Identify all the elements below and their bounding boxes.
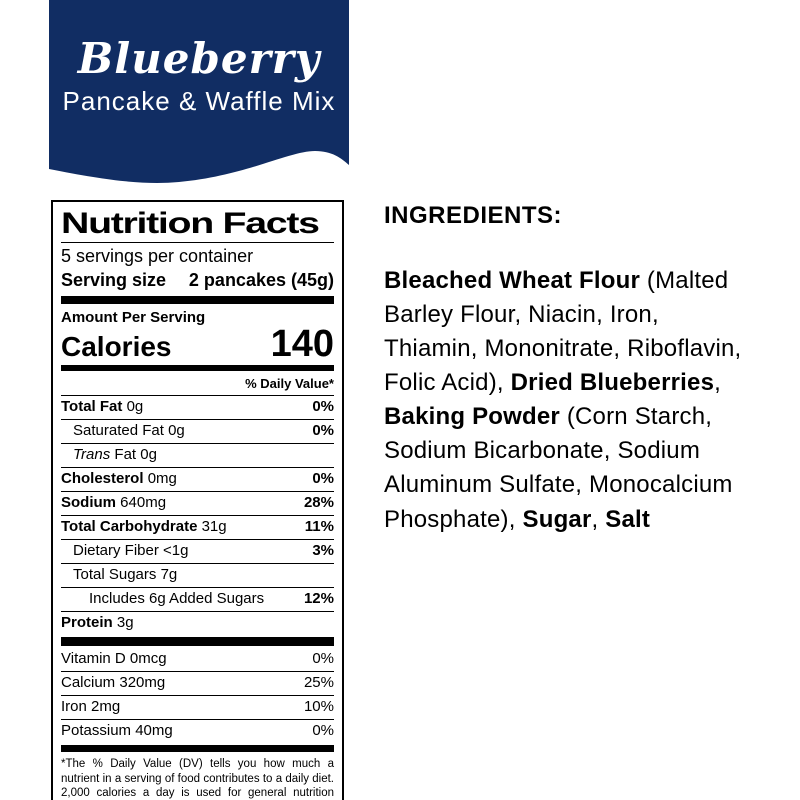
vitamin-row-iron: Iron 2mg 10%: [61, 695, 334, 719]
flavor-title: Blueberry: [77, 34, 321, 83]
vitamin-row-calcium: Calcium 320mg 25%: [61, 671, 334, 695]
nutrient-row-total-carbohydrate: Total Carbohydrate 31g 11%: [61, 515, 334, 539]
servings-per-container: 5 servings per container: [61, 246, 254, 266]
nutrient-row-total-fat: Total Fat 0g 0%: [61, 395, 334, 419]
divider-bar-thick: [61, 296, 334, 305]
divider-bar-medium: [61, 365, 334, 372]
nutrient-row-trans-fat: Trans Fat 0g: [61, 443, 334, 467]
nutrient-row-cholesterol: Cholesterol 0mg 0%: [61, 467, 334, 491]
nutrient-row-sodium: Sodium 640mg 28%: [61, 491, 334, 515]
amount-per-serving-label: Amount Per Serving: [61, 309, 206, 327]
ingredients-text: Bleached Wheat Flour (Malted Barley Flou…: [384, 267, 742, 533]
calories-label: Calories: [61, 330, 172, 362]
vitamin-row-potassium: Potassium 40mg 0%: [61, 719, 334, 743]
daily-value-header: % Daily Value*: [245, 376, 334, 392]
ingredients-title: INGREDIENTS:: [384, 202, 563, 229]
calories-row: Calories 140: [61, 323, 334, 366]
calories-value: 140: [270, 323, 334, 366]
divider-bar-thick: [61, 637, 334, 647]
serving-size-label: Serving size: [61, 269, 167, 290]
nutrient-row-added-sugars: Includes 6g Added Sugars 12%: [61, 587, 334, 611]
nutrient-row-saturated-fat: Saturated Fat 0g 0%: [61, 419, 334, 443]
nutrition-facts-label: Nutrition Facts 5 servings per container…: [51, 200, 344, 800]
serving-size-row: Serving size 2 pancakes (45g): [61, 268, 334, 295]
banner-wave-shape: [49, 0, 349, 183]
vitamin-row-vitamin-d: Vitamin D 0mcg 0%: [61, 650, 334, 668]
nutrition-facts-title: Nutrition Facts: [61, 207, 334, 243]
nutrient-row-total-sugars: Total Sugars 7g: [61, 563, 334, 587]
ingredients-section: INGREDIENTS: Bleached Wheat Flour (Malte…: [384, 202, 756, 537]
product-banner: Blueberry Pancake & Waffle Mix: [49, 0, 349, 190]
nutrient-row-protein: Protein 3g: [61, 611, 334, 635]
product-line-title: Pancake & Waffle Mix: [62, 86, 336, 116]
nutrient-row-dietary-fiber: Dietary Fiber <1g 3%: [61, 539, 334, 563]
divider-bar-thick: [61, 745, 334, 753]
daily-value-footnote: *The % Daily Value (DV) tells you how mu…: [61, 758, 334, 800]
serving-size-value: 2 pancakes (45g): [188, 269, 334, 290]
